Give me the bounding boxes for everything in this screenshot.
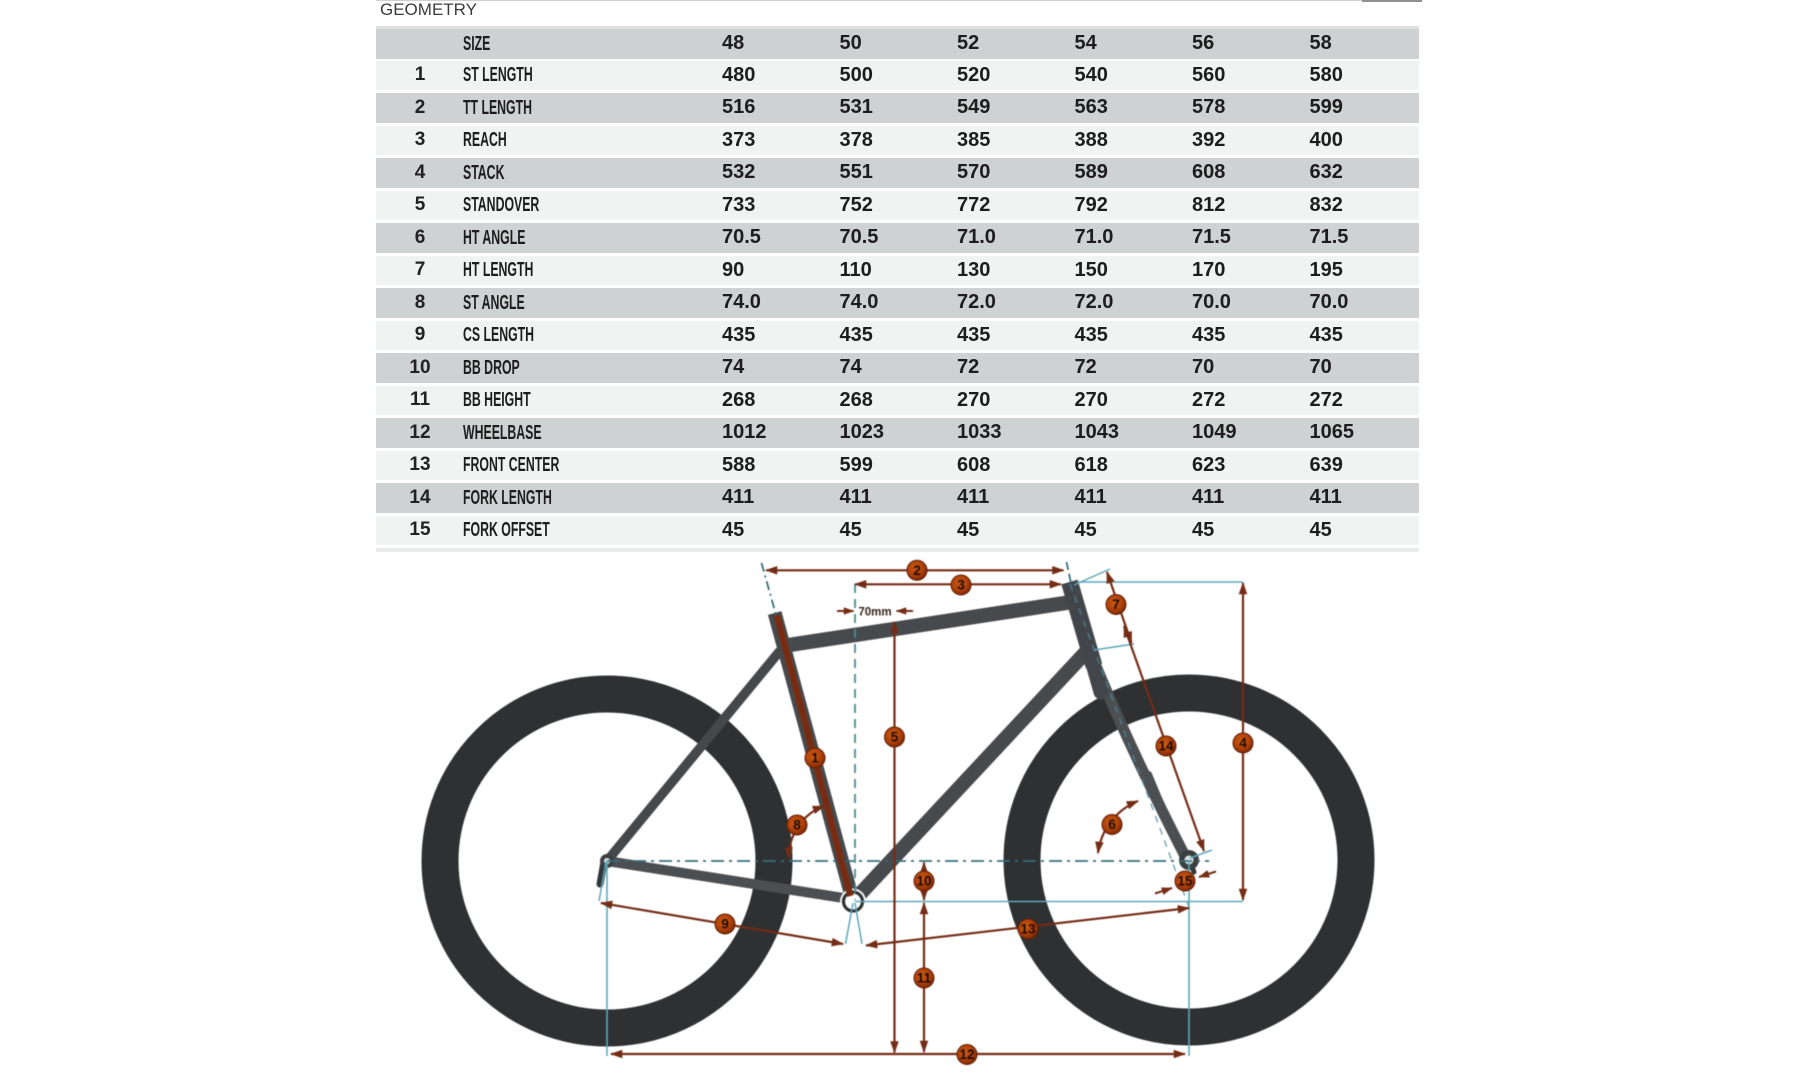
svg-text:3: 3 [957,578,965,593]
svg-text:11: 11 [917,971,932,986]
svg-text:6: 6 [1108,817,1116,832]
svg-text:70mm: 70mm [858,607,891,619]
svg-text:4: 4 [1239,736,1247,751]
svg-text:7: 7 [1112,597,1120,612]
svg-text:10: 10 [916,874,931,889]
svg-text:14: 14 [1158,739,1174,754]
svg-text:13: 13 [1020,922,1036,937]
svg-text:1: 1 [811,751,819,766]
svg-text:5: 5 [891,730,899,745]
svg-text:2: 2 [913,563,921,578]
svg-text:8: 8 [793,818,801,833]
svg-text:15: 15 [1177,874,1193,889]
svg-text:9: 9 [721,917,729,932]
svg-text:12: 12 [959,1047,974,1062]
